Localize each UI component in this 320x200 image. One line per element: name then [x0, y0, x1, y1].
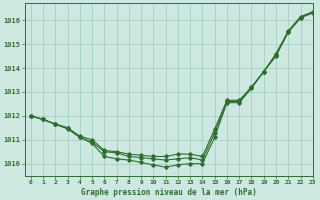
X-axis label: Graphe pression niveau de la mer (hPa): Graphe pression niveau de la mer (hPa) — [81, 188, 257, 197]
